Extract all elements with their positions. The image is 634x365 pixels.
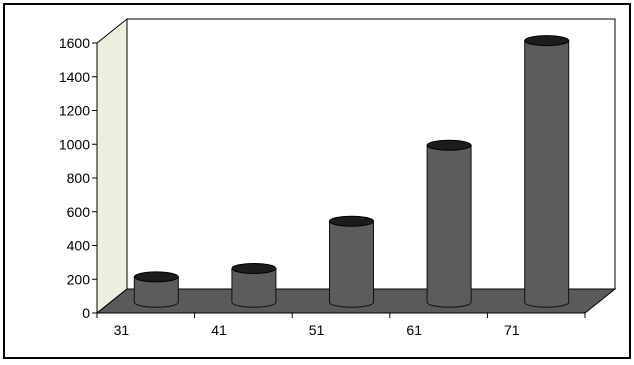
- bars: [133, 35, 570, 308]
- side-wall: [96, 17, 128, 315]
- bar-body: [426, 144, 472, 308]
- bar-body: [524, 40, 570, 308]
- bar-top: [133, 271, 179, 283]
- y-axis: 0 200 400 600 800 1000 1200 1400 1600: [59, 35, 98, 321]
- y-tick-label: 800: [67, 170, 91, 186]
- y-tick-label: 1000: [59, 136, 90, 152]
- bar-body: [231, 267, 277, 308]
- x-tick-label: 71: [504, 322, 520, 338]
- bar-31: [133, 271, 179, 308]
- bar-body: [329, 220, 374, 308]
- x-axis: 31 41 51 61 71: [96, 312, 586, 338]
- bar-51: [329, 215, 374, 308]
- bar-body: [133, 276, 179, 308]
- bar-71: [524, 35, 570, 308]
- x-tick-label: 41: [211, 322, 227, 338]
- bar-top: [231, 262, 277, 274]
- bar-top: [329, 215, 374, 227]
- bar-61: [426, 139, 472, 308]
- x-tick-label: 31: [114, 322, 130, 338]
- bar-41: [231, 262, 277, 308]
- y-tick-label: 1400: [59, 69, 90, 85]
- y-tick-label: 0: [82, 305, 90, 321]
- y-tick-label: 200: [67, 271, 91, 287]
- bar-top: [426, 139, 472, 151]
- bar-top: [524, 35, 570, 47]
- y-tick-label: 1200: [59, 103, 90, 119]
- y-tick-label: 600: [67, 204, 91, 220]
- y-tick-label: 400: [67, 238, 91, 254]
- x-tick-label: 51: [309, 322, 325, 338]
- y-tick-label: 1600: [59, 35, 90, 51]
- x-tick-label: 61: [406, 322, 422, 338]
